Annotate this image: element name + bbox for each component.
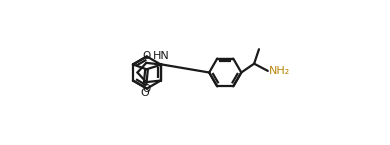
Text: NH₂: NH₂ (269, 66, 290, 76)
Text: O: O (142, 84, 151, 94)
Text: O: O (142, 51, 151, 61)
Text: O: O (140, 88, 149, 98)
Text: HN: HN (152, 51, 169, 61)
